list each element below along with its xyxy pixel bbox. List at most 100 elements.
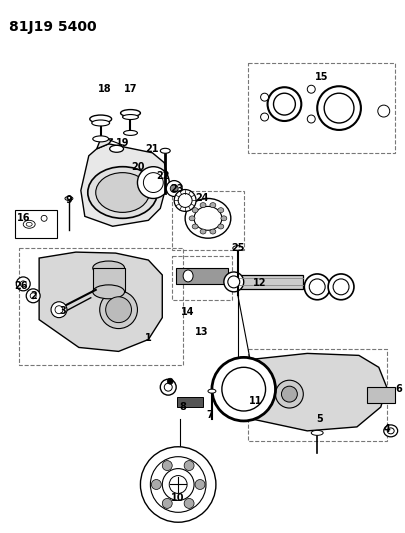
Circle shape [260, 93, 268, 101]
Text: 9: 9 [65, 196, 72, 205]
Ellipse shape [143, 173, 163, 192]
Ellipse shape [109, 146, 123, 152]
Ellipse shape [65, 197, 73, 200]
Ellipse shape [311, 430, 322, 435]
Text: 23: 23 [170, 183, 183, 193]
Bar [231, 275, 303, 289]
Circle shape [184, 461, 194, 471]
Ellipse shape [137, 167, 169, 198]
Text: 3: 3 [60, 306, 66, 316]
Ellipse shape [96, 173, 149, 212]
Ellipse shape [87, 167, 157, 219]
Text: 14: 14 [181, 306, 194, 317]
Text: 18: 18 [98, 84, 111, 94]
Ellipse shape [183, 270, 193, 282]
Ellipse shape [120, 110, 140, 117]
Polygon shape [96, 139, 112, 149]
Polygon shape [39, 252, 162, 351]
Text: 15: 15 [315, 72, 328, 82]
Bar [177, 397, 202, 407]
Circle shape [140, 447, 215, 522]
Text: 25: 25 [230, 243, 244, 253]
Circle shape [194, 480, 205, 489]
Ellipse shape [209, 229, 215, 234]
Ellipse shape [26, 222, 32, 227]
Circle shape [162, 498, 172, 508]
Circle shape [160, 379, 176, 395]
Circle shape [377, 105, 389, 117]
Ellipse shape [207, 389, 215, 393]
Circle shape [150, 457, 205, 512]
Circle shape [55, 306, 63, 314]
Polygon shape [81, 144, 168, 227]
Ellipse shape [386, 428, 393, 434]
Circle shape [281, 386, 296, 402]
Ellipse shape [323, 93, 353, 123]
Text: 2: 2 [30, 291, 36, 301]
Ellipse shape [200, 203, 205, 207]
Text: 19: 19 [115, 138, 129, 148]
Bar [176, 268, 227, 284]
Text: 17: 17 [124, 84, 137, 94]
Circle shape [51, 302, 67, 318]
Ellipse shape [92, 285, 124, 299]
Circle shape [162, 461, 172, 471]
Bar [247, 63, 394, 153]
Ellipse shape [105, 297, 131, 322]
Text: 6: 6 [394, 384, 401, 394]
Circle shape [169, 475, 187, 494]
Text: 12: 12 [252, 278, 266, 288]
Text: 22: 22 [156, 171, 170, 181]
Polygon shape [251, 353, 386, 431]
Ellipse shape [273, 93, 294, 115]
Text: 13: 13 [195, 327, 208, 336]
Bar [19, 248, 183, 365]
Ellipse shape [383, 425, 396, 437]
Ellipse shape [92, 261, 124, 275]
Text: 1: 1 [145, 333, 151, 343]
Ellipse shape [227, 276, 239, 288]
Text: 8: 8 [179, 402, 186, 412]
Ellipse shape [185, 198, 230, 238]
Ellipse shape [304, 274, 329, 300]
Ellipse shape [194, 206, 221, 230]
Text: 4: 4 [382, 424, 389, 434]
Text: 16: 16 [17, 213, 30, 223]
Ellipse shape [192, 208, 198, 213]
Circle shape [41, 215, 47, 221]
Ellipse shape [200, 229, 205, 234]
Bar [172, 256, 231, 300]
Text: 26: 26 [15, 281, 28, 291]
Circle shape [26, 289, 40, 303]
Circle shape [167, 378, 173, 384]
Text: 20: 20 [131, 161, 145, 172]
Text: 81J19 5400: 81J19 5400 [9, 20, 97, 34]
Text: 7: 7 [206, 410, 213, 420]
Circle shape [307, 85, 314, 93]
Ellipse shape [316, 86, 360, 130]
Text: 11: 11 [248, 396, 262, 406]
Ellipse shape [92, 136, 109, 142]
Ellipse shape [209, 203, 215, 207]
Ellipse shape [166, 181, 182, 197]
Circle shape [30, 293, 36, 299]
Ellipse shape [178, 193, 192, 207]
Ellipse shape [220, 216, 226, 221]
Circle shape [307, 115, 314, 123]
Ellipse shape [332, 279, 348, 295]
Circle shape [221, 367, 265, 411]
Ellipse shape [189, 216, 194, 221]
Ellipse shape [174, 190, 196, 212]
Ellipse shape [170, 184, 178, 192]
Circle shape [164, 383, 172, 391]
Ellipse shape [217, 224, 223, 229]
Text: 10: 10 [171, 494, 184, 503]
Bar [15, 211, 57, 238]
Circle shape [260, 113, 268, 121]
Ellipse shape [232, 246, 242, 251]
Text: 24: 24 [195, 193, 208, 204]
Circle shape [211, 357, 275, 421]
Ellipse shape [160, 148, 170, 154]
Circle shape [20, 281, 26, 287]
Ellipse shape [192, 224, 198, 229]
